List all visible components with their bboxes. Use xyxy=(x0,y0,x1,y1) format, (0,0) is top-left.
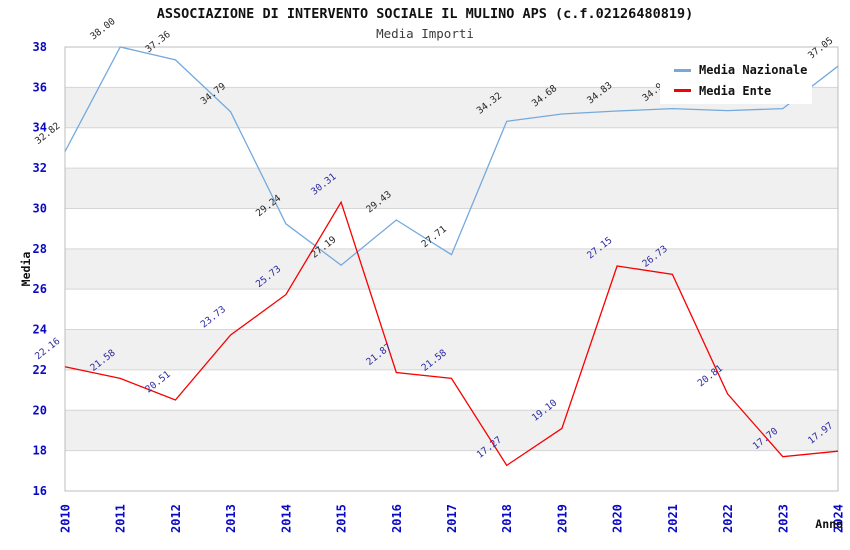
legend-label-nazionale: Media Nazionale xyxy=(699,63,808,78)
x-tick-label: 2017 xyxy=(445,504,459,533)
chart-title: ASSOCIAZIONE DI INTERVENTO SOCIALE IL MU… xyxy=(156,6,694,22)
x-axis-title: Anno xyxy=(815,517,843,531)
y-tick-label: 24 xyxy=(33,323,47,337)
y-tick-label: 32 xyxy=(33,161,47,175)
plot-frame xyxy=(64,46,839,492)
series-line-media-ente xyxy=(64,200,839,467)
point-label-media-nazionale: 27.71 xyxy=(420,224,450,250)
x-tick-label: 2014 xyxy=(279,504,293,533)
legend-item-media-nazionale: Media Nazionale xyxy=(674,63,812,77)
x-tick-label: 2022 xyxy=(721,504,735,533)
legend-line-icon-ente xyxy=(674,89,691,93)
x-tick-label: 2015 xyxy=(335,504,349,533)
y-tick-label: 18 xyxy=(33,444,47,458)
x-tick-label: 2011 xyxy=(114,504,128,533)
x-tick-label: 2021 xyxy=(666,504,680,533)
y-tick-label: 36 xyxy=(33,80,47,94)
y-tick-label: 26 xyxy=(33,282,47,296)
plot-band xyxy=(65,248,838,290)
point-label-media-ente: 20.51 xyxy=(143,369,173,395)
x-tick-label: 2023 xyxy=(776,504,790,533)
legend-label-ente: Media Ente xyxy=(699,83,772,98)
x-tick-label: 2020 xyxy=(611,504,625,533)
plot-band xyxy=(65,329,838,370)
y-tick-label: 16 xyxy=(33,484,47,498)
y-axis-title: Media xyxy=(19,252,33,287)
x-tick-label: 2010 xyxy=(59,504,73,533)
point-label-media-ente: 22.16 xyxy=(33,336,63,362)
chart-subtitle: Media Importi xyxy=(376,26,474,41)
legend-line-icon-nazionale xyxy=(674,68,691,72)
x-tick-label: 2016 xyxy=(390,504,404,533)
x-tick-label: 2012 xyxy=(169,504,183,533)
y-tick-label: 34 xyxy=(33,121,47,135)
series-line-media-nazionale xyxy=(64,46,839,267)
legend-item-media-ente: Media Ente xyxy=(674,84,812,98)
y-tick-label: 28 xyxy=(33,242,47,256)
plot-band xyxy=(65,410,838,451)
plot-band xyxy=(65,168,838,209)
legend: Media Nazionale Media Ente xyxy=(660,57,812,104)
x-tick-label: 2024 xyxy=(832,504,846,533)
y-tick-label: 20 xyxy=(33,403,47,417)
x-tick-label: 2013 xyxy=(224,504,238,533)
y-tick-label: 30 xyxy=(33,201,47,215)
x-tick-label: 2019 xyxy=(555,504,569,533)
x-tick-label: 2018 xyxy=(500,504,514,533)
y-tick-label: 38 xyxy=(33,40,47,54)
point-label-media-ente: 23.73 xyxy=(199,304,228,330)
y-tick-label: 22 xyxy=(33,363,47,377)
